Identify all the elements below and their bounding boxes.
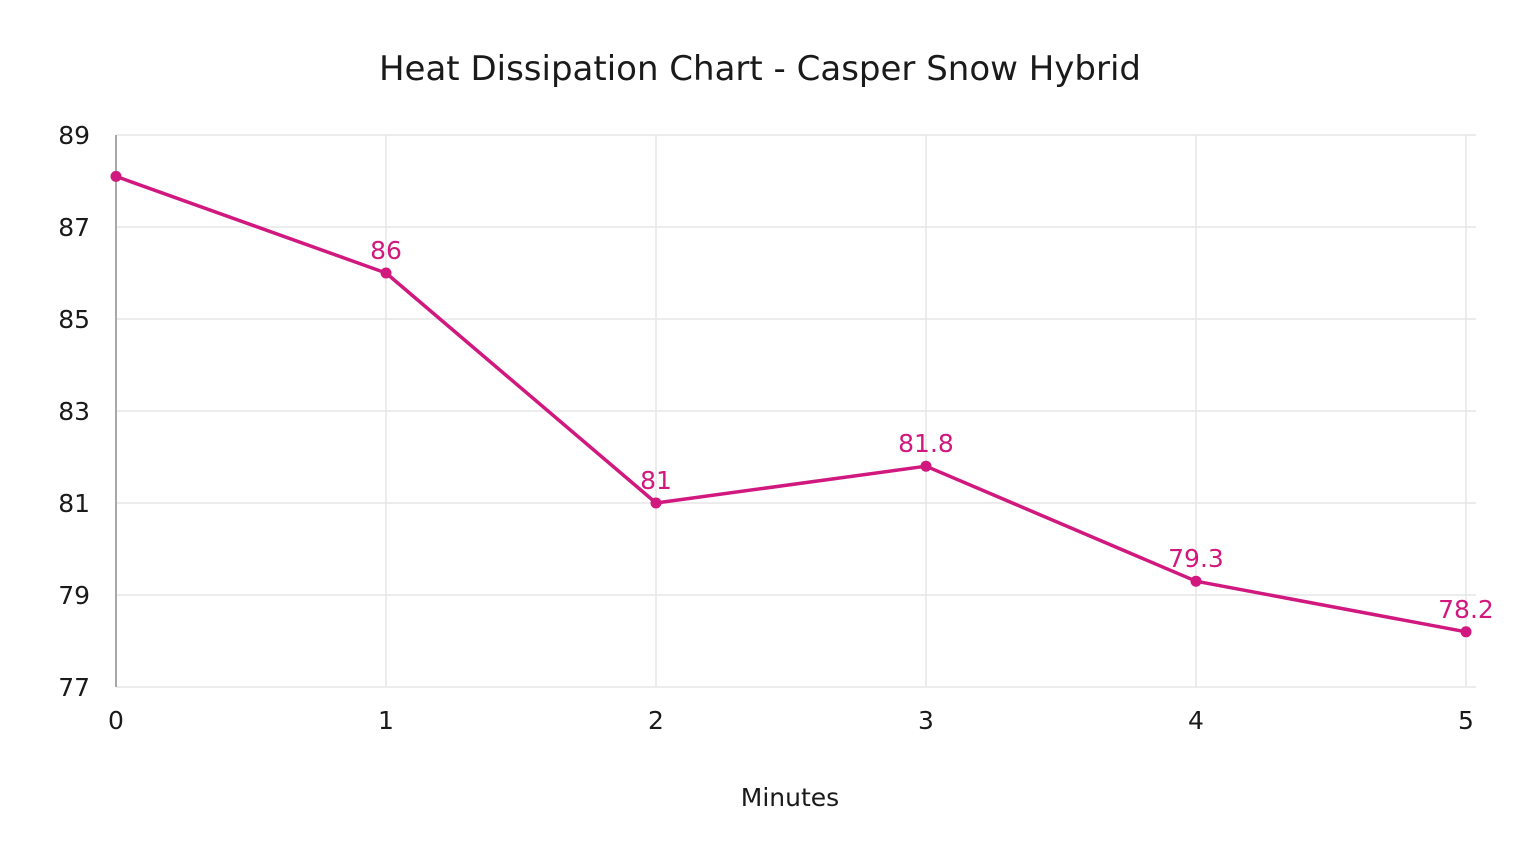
series-line xyxy=(114,174,1468,634)
grid-lines xyxy=(116,134,1476,688)
y-tick-label: 83 xyxy=(58,397,90,426)
data-point xyxy=(650,497,662,509)
x-tick-label: 0 xyxy=(108,706,124,735)
y-tick-label: 87 xyxy=(58,213,90,242)
data-point xyxy=(380,267,392,279)
data-point xyxy=(920,460,932,472)
y-axis-ticks: 77 79 81 83 85 87 89 xyxy=(58,121,90,702)
x-axis-label: Minutes xyxy=(741,783,839,812)
data-label: 78.2 xyxy=(1438,595,1494,624)
chart-title: Heat Dissipation Chart - Casper Snow Hyb… xyxy=(379,49,1141,89)
y-tick-label: 89 xyxy=(58,121,90,150)
y-tick-label: 81 xyxy=(58,489,90,518)
series-line-group: 86 81 81.8 79.3 78.2 xyxy=(110,170,1494,638)
data-label: 81.8 xyxy=(898,429,954,458)
data-label: 81 xyxy=(640,466,672,495)
data-point xyxy=(110,170,122,182)
x-tick-label: 4 xyxy=(1188,706,1204,735)
data-label: 86 xyxy=(370,236,402,265)
x-axis-ticks: 0 1 2 3 4 5 xyxy=(108,706,1474,735)
y-tick-label: 79 xyxy=(58,581,90,610)
data-label: 79.3 xyxy=(1168,544,1224,573)
y-tick-label: 85 xyxy=(58,305,90,334)
y-tick-label: 77 xyxy=(58,673,90,702)
x-tick-label: 2 xyxy=(648,706,664,735)
data-point xyxy=(1190,575,1202,587)
x-tick-label: 5 xyxy=(1458,706,1474,735)
x-tick-label: 3 xyxy=(918,706,934,735)
data-point xyxy=(1460,626,1472,638)
x-tick-label: 1 xyxy=(378,706,394,735)
